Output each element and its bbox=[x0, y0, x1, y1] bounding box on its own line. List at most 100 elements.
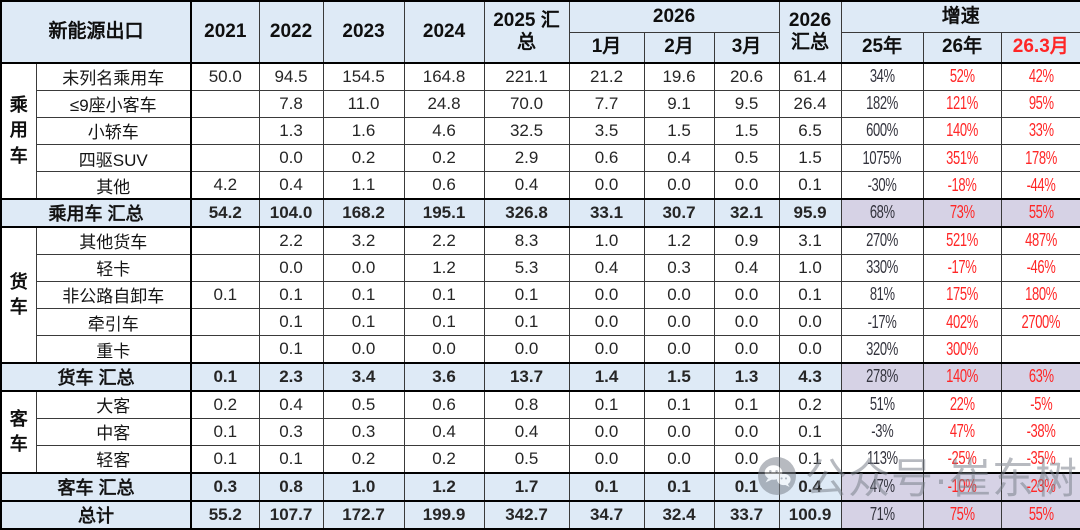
cell-growth-25: 270% bbox=[840, 226, 924, 255]
cell-2026-m3: 1.5 bbox=[713, 116, 780, 146]
cell-2024: 0.4 bbox=[403, 417, 485, 446]
category-label: ≤9座小客车 bbox=[35, 89, 193, 118]
cell-growth-26-3: 2700% bbox=[1000, 308, 1080, 337]
cell-2021: 0.3 bbox=[190, 471, 260, 502]
cell-2023: 0.5 bbox=[322, 390, 405, 419]
cell-2025-total: 13.7 bbox=[483, 361, 570, 393]
cell-2026-m2: 32.4 bbox=[643, 499, 715, 530]
cell-2022: 0.4 bbox=[258, 390, 324, 419]
cell-2026-m2: 0.1 bbox=[643, 390, 715, 419]
cell-2026-total: 61.4 bbox=[778, 61, 842, 91]
cell-2026-m3: 0.0 bbox=[713, 171, 780, 200]
cell-growth-26: 47% bbox=[922, 417, 1002, 446]
cell-2026-total: 6.5 bbox=[778, 116, 842, 146]
cell-growth-26-3: 95% bbox=[1000, 89, 1080, 118]
table-row: 中客 0.1 0.3 0.3 0.4 0.4 0.0 0.0 0.0 0.1 -3% 47% -38% bbox=[1, 417, 1080, 446]
cell-2026-m3: 20.6 bbox=[713, 61, 780, 91]
cell-2021: 0.1 bbox=[190, 361, 260, 393]
cell-2026-m1: 1.0 bbox=[568, 226, 645, 255]
category-label: 其他货车 bbox=[35, 226, 193, 255]
cell-2026-m1: 0.0 bbox=[568, 308, 645, 337]
cell-2026-m3: 0.1 bbox=[713, 390, 780, 419]
cell-2024: 164.8 bbox=[403, 61, 485, 91]
cell-2026-m2: 0.0 bbox=[643, 417, 715, 446]
cell-2021 bbox=[190, 226, 260, 255]
category-label: 大客 bbox=[35, 390, 193, 419]
table-body: 乘用车 未列名乘用车 50.0 94.5 154.5 164.8 221.1 21.2 19.6… bbox=[0, 61, 1080, 530]
cell-2025-total: 0.4 bbox=[483, 417, 570, 446]
cell-2025-total: 8.3 bbox=[483, 226, 570, 255]
subtotal-row: 客车 汇总 0.3 0.8 1.0 1.2 1.7 0.1 0.1 0.1 0.4 47% -10% -… bbox=[0, 471, 1080, 502]
cell-growth-25: 113% bbox=[840, 444, 924, 474]
cell-growth-26: 121% bbox=[922, 89, 1002, 118]
cell-2026-m2: 9.1 bbox=[643, 89, 715, 118]
grand-total-row: 总计 55.2 107.7 172.7 199.9 342.7 34.7 32.4 33.7 10… bbox=[0, 499, 1080, 530]
cell-2026-m1: 3.5 bbox=[568, 116, 645, 146]
table-row: 轻客 0.1 0.1 0.2 0.2 0.5 0.0 0.0 0.0 0.1 113% -25% -35… bbox=[1, 444, 1080, 474]
table-header: 新能源出口 2021 2022 2023 2024 2025 汇总 2026 2… bbox=[0, 0, 1080, 64]
category-label: 总计 bbox=[0, 499, 193, 530]
cell-2024: 1.2 bbox=[403, 471, 485, 502]
cell-2026-m3: 0.0 bbox=[713, 444, 780, 474]
cell-2023: 1.6 bbox=[322, 116, 405, 146]
cell-growth-26-3: 33% bbox=[1000, 116, 1080, 146]
cell-2026-total: 1.0 bbox=[778, 253, 842, 282]
cell-growth-25: 71% bbox=[840, 499, 924, 530]
cell-growth-26-3: -44% bbox=[1000, 171, 1080, 200]
cell-2026-m1: 0.1 bbox=[568, 471, 645, 502]
cell-growth-26-3: -38% bbox=[1000, 417, 1080, 446]
cell-2026-m2: 1.2 bbox=[643, 226, 715, 255]
category-label: 非公路自卸车 bbox=[35, 280, 193, 310]
cell-2025-total: 0.5 bbox=[483, 444, 570, 474]
category-label: 未列名乘用车 bbox=[35, 61, 193, 91]
table-row: 重卡 0.1 0.0 0.0 0.0 0.0 0.0 0.0 0.0 320% 300% bbox=[1, 335, 1080, 364]
header-row-2: 1月 2月 3月 25年 26年 26.3月 bbox=[1, 31, 1080, 64]
cell-2025-total: 0.4 bbox=[483, 171, 570, 200]
cell-growth-25: 47% bbox=[840, 471, 924, 502]
cell-growth-26-3: 55% bbox=[1000, 197, 1080, 229]
cell-2026-m2: 19.6 bbox=[643, 61, 715, 91]
category-label: 四驱SUV bbox=[35, 144, 193, 173]
subtotal-row: 货车 汇总 0.1 2.3 3.4 3.6 13.7 1.4 1.5 1.3 4.3 278% 140… bbox=[0, 361, 1080, 393]
cell-2022: 1.3 bbox=[258, 116, 324, 146]
cell-2022: 0.0 bbox=[258, 253, 324, 282]
cell-2026-m3: 9.5 bbox=[713, 89, 780, 118]
cell-2026-m1: 0.6 bbox=[568, 144, 645, 173]
cell-2026-m2: 0.0 bbox=[643, 444, 715, 474]
category-label: 轻卡 bbox=[35, 253, 193, 282]
subtotal-row: 乘用车 汇总 54.2 104.0 168.2 195.1 326.8 33.1 30.7 32… bbox=[0, 197, 1080, 229]
cell-2026-total: 100.9 bbox=[778, 499, 842, 530]
cell-growth-26-3: 63% bbox=[1000, 361, 1080, 393]
cell-2022: 0.4 bbox=[258, 171, 324, 200]
cell-2024: 4.6 bbox=[403, 116, 485, 146]
cell-2021: 0.1 bbox=[190, 444, 260, 474]
cell-2023: 3.4 bbox=[322, 361, 405, 393]
cell-2026-m2: 0.4 bbox=[643, 144, 715, 173]
cell-growth-26: 175% bbox=[922, 280, 1002, 310]
cell-growth-26: 402% bbox=[922, 308, 1002, 337]
cell-2024: 195.1 bbox=[403, 197, 485, 229]
cell-2026-m1: 1.4 bbox=[568, 361, 645, 393]
cell-2022: 2.2 bbox=[258, 226, 324, 255]
cell-growth-26-3: 42% bbox=[1000, 61, 1080, 91]
cell-2025-total: 0.1 bbox=[483, 280, 570, 310]
header-month-mar: 3月 bbox=[713, 31, 780, 64]
cell-2024: 2.2 bbox=[403, 226, 485, 255]
cell-growth-26-3: -46% bbox=[1000, 253, 1080, 282]
header-month-jan: 1月 bbox=[568, 31, 645, 64]
cell-2024: 0.6 bbox=[403, 390, 485, 419]
cell-2026-m2: 0.0 bbox=[643, 280, 715, 310]
cell-2021 bbox=[190, 89, 260, 118]
category-label: 客车 汇总 bbox=[0, 471, 193, 502]
cell-2024: 0.0 bbox=[403, 335, 485, 364]
cell-growth-25: 600% bbox=[840, 116, 924, 146]
cell-2026-m3: 32.1 bbox=[713, 197, 780, 229]
cell-2026-total: 0.1 bbox=[778, 444, 842, 474]
cell-2023: 172.7 bbox=[322, 499, 405, 530]
cell-2025-total: 0.8 bbox=[483, 390, 570, 419]
cell-2026-m2: 1.5 bbox=[643, 116, 715, 146]
category-label: 乘用车 汇总 bbox=[0, 197, 193, 229]
category-label: 其他 bbox=[35, 171, 193, 200]
cell-growth-25: 182% bbox=[840, 89, 924, 118]
